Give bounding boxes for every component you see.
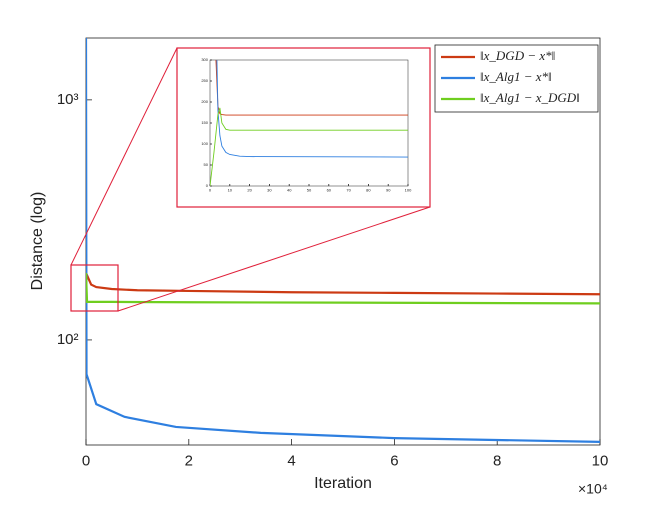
- x-tick-label: 40: [287, 187, 292, 192]
- y-axis-label: Distance (log): [29, 192, 46, 291]
- x-tick-label: 10: [592, 452, 609, 469]
- x-axis-label: Iteration: [314, 475, 372, 492]
- series-line: [86, 272, 600, 305]
- x-tick-label: 50: [307, 187, 312, 192]
- x-multiplier: ×10⁴: [578, 481, 608, 497]
- x-tick-label: 10: [228, 187, 233, 192]
- x-tick-label: 30: [267, 187, 272, 192]
- y-tick-label: 10³: [57, 91, 79, 108]
- legend-label: ‖x_DGD − x*‖: [480, 48, 555, 63]
- y-tick-label: 300: [201, 57, 208, 62]
- x-tick-label: 0: [82, 452, 90, 469]
- x-tick-label: 8: [493, 452, 501, 469]
- x-tick-label: 80: [366, 187, 371, 192]
- x-tick-label: 100: [405, 187, 412, 192]
- x-tick-label: 70: [346, 187, 351, 192]
- zoom-connector: [70, 47, 178, 266]
- zoom-connector: [117, 206, 431, 312]
- series-line: [210, 107, 408, 186]
- y-tick-label: 100: [201, 141, 208, 146]
- inset-plot: 0 10 20 30 40 50 60 70 80 90 100 0 50 100 150 200 250 300: [201, 57, 412, 192]
- x-tick-label: 4: [287, 452, 295, 469]
- x-tick-label: 60: [327, 187, 332, 192]
- main-plot: 0 2 4 6 8 10 10² 10³: [57, 38, 609, 469]
- y-tick-label: 250: [201, 78, 208, 83]
- legend-label: ‖x_Alg1 − x*‖: [480, 69, 552, 84]
- y-tick-label: 150: [201, 120, 208, 125]
- x-tick-label: 2: [185, 452, 193, 469]
- series-line: [216, 60, 408, 158]
- series-line: [86, 38, 600, 443]
- y-tick-label: 200: [201, 99, 208, 104]
- zoom-box: [70, 264, 119, 312]
- legend-label: ‖x_Alg1 − x_DGD‖: [480, 90, 580, 105]
- y-tick-label: 10²: [57, 331, 79, 348]
- x-tick-label: 0: [209, 187, 212, 192]
- series-line: [86, 272, 600, 296]
- y-tick-label: 50: [204, 162, 209, 167]
- x-tick-label: 90: [386, 187, 391, 192]
- inset-plot-frame: [209, 59, 409, 187]
- x-tick-label: 20: [247, 187, 252, 192]
- legend: ‖x_DGD − x*‖ ‖x_Alg1 − x*‖ ‖x_Alg1 − x_DGD…: [434, 44, 599, 113]
- y-tick-label: 0: [206, 183, 209, 188]
- x-tick-label: 6: [390, 452, 398, 469]
